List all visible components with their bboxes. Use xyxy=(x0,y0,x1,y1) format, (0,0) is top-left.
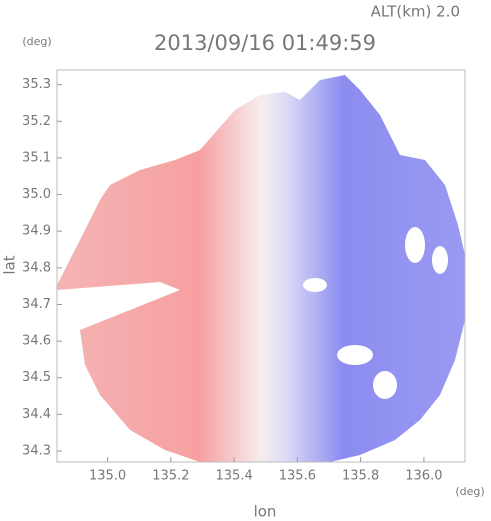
y-tick-label: 35.2 xyxy=(22,114,51,129)
y-tick-label: 35.3 xyxy=(22,77,51,92)
x-tick-label: 136.0 xyxy=(405,469,442,484)
y-tick-label: 34.3 xyxy=(22,444,51,459)
y-tick-label: 34.9 xyxy=(22,224,51,239)
y-tick-label: 35.1 xyxy=(22,150,51,165)
x-tick-label: 135.0 xyxy=(89,469,126,484)
y-unit: (deg) xyxy=(22,35,51,48)
x-unit: (deg) xyxy=(455,485,484,498)
y-tick-label: 34.5 xyxy=(22,370,51,385)
velocity-area xyxy=(57,75,465,462)
gap xyxy=(337,345,373,365)
y-tick-label: 34.6 xyxy=(22,334,51,349)
y-axis-label: lat xyxy=(1,255,19,274)
altitude-label: ALT(km) 2.0 xyxy=(371,3,460,21)
y-tick-label: 34.4 xyxy=(22,407,51,422)
gap xyxy=(303,278,327,292)
x-tick-label: 135.4 xyxy=(216,469,253,484)
y-tick-label: 34.7 xyxy=(22,297,51,312)
plot-frame xyxy=(56,69,466,463)
x-tick-label: 135.2 xyxy=(152,469,189,484)
x-tick-label: 135.6 xyxy=(279,469,316,484)
velocity-field xyxy=(57,75,465,462)
x-axis-label: lon xyxy=(254,503,277,521)
gap xyxy=(432,246,448,274)
x-tick-label: 135.8 xyxy=(342,469,379,484)
gap xyxy=(405,227,425,263)
y-tick-label: 34.8 xyxy=(22,260,51,275)
y-tick-label: 35.0 xyxy=(22,187,51,202)
chart-title: 2013/09/16 01:49:59 xyxy=(154,31,376,55)
gap xyxy=(373,371,397,399)
